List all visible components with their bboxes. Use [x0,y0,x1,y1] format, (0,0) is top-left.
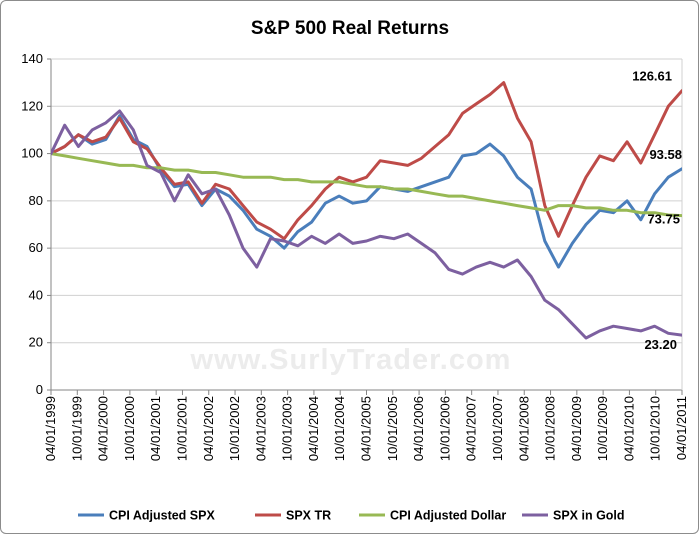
x-tick-label: 04/01/2008 [516,396,531,461]
x-tick-label: 04/01/2000 [96,396,111,461]
x-tick-label: 10/01/2004 [332,396,347,461]
x-tick-label: 04/01/2003 [253,396,268,461]
x-tick-label: 10/01/2002 [227,396,242,461]
series-line-0 [51,114,682,269]
x-tick-label: 04/01/2011 [674,396,689,460]
x-axis-ticks: 04/01/1999 10/01/1999 04/01/2000 10/01/2000… [43,390,689,461]
y-tick-label: 100 [21,146,43,161]
x-tick-label: 04/01/2006 [411,396,426,461]
y-axis-ticks: 0 20 40 60 80 100 120 140 [21,51,51,397]
y-tick-label: 120 [21,98,43,113]
y-tick-label: 20 [29,335,43,350]
end-labels: 93.58 126.61 73.75 23.20 [632,69,682,352]
end-label-2: 73.75 [647,212,680,227]
x-tick-label: 04/01/2010 [621,396,636,461]
x-tick-label: 04/01/2009 [569,396,584,461]
y-tick-label: 0 [36,382,43,397]
x-tick-label: 04/01/2007 [464,396,479,461]
y-tick-label: 60 [29,240,43,255]
x-tick-label: 10/01/2009 [595,396,610,461]
watermark-text: www.SurlyTrader.com [190,344,512,376]
x-tick-label: 04/01/2002 [201,396,216,461]
y-tick-label: 140 [21,51,43,66]
x-tick-label: 10/01/2000 [122,396,137,461]
x-tick-label: 04/01/2005 [359,396,374,461]
legend-label-1: SPX TR [286,509,331,523]
x-tick-label: 04/01/2001 [148,396,163,461]
legend: CPI Adjusted SPX SPX TR CPI Adjusted Dolla… [78,509,625,523]
x-tick-label: 10/01/2005 [385,396,400,461]
x-tick-label: 10/01/2006 [437,396,452,461]
x-tick-label: 10/01/2010 [648,396,663,461]
x-tick-label: 04/01/2004 [306,396,321,461]
series-lines [51,81,682,340]
end-label-3: 23.20 [644,337,677,352]
x-tick-label: 10/01/2001 [174,396,189,461]
x-tick-label: 10/01/1999 [69,396,84,461]
legend-label-0: CPI Adjusted SPX [109,509,215,523]
x-tick-label: 10/01/2007 [490,396,505,461]
end-label-0: 93.58 [649,147,682,162]
y-tick-label: 40 [29,287,43,302]
x-tick-label: 10/01/2008 [543,396,558,461]
x-tick-label: 10/01/2003 [280,396,295,461]
series-line-1 [51,81,682,241]
y-tick-label: 80 [29,193,43,208]
chart-title: S&P 500 Real Returns [251,18,449,39]
series-line-2 [51,152,682,218]
series-line-3 [51,109,682,340]
end-label-1: 126.61 [632,69,672,84]
legend-label-2: CPI Adjusted Dollar [390,509,506,523]
legend-label-3: SPX in Gold [553,509,625,523]
x-tick-label: 04/01/1999 [43,396,58,461]
